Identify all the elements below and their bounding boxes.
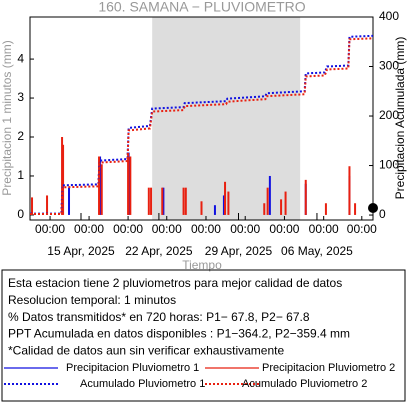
x-tick-label: 00:00 bbox=[309, 222, 339, 236]
y2-tick-label: 200 bbox=[379, 108, 399, 122]
bar bbox=[268, 175, 271, 215]
bar bbox=[150, 187, 153, 215]
bar bbox=[184, 187, 187, 215]
y2-tick-label: 100 bbox=[379, 158, 399, 172]
cumulative-line bbox=[30, 37, 374, 216]
legend-label: Precipitacion Pluviometro 1 bbox=[66, 362, 199, 374]
info-box bbox=[1, 269, 406, 402]
bar bbox=[304, 179, 307, 215]
bar bbox=[222, 195, 225, 215]
bar bbox=[263, 203, 266, 215]
bar bbox=[62, 144, 65, 215]
bar bbox=[162, 187, 165, 215]
y2-axis-label: Precipitacion Acumulada (mm) bbox=[393, 37, 407, 200]
legend-label: Acumulado Pluviometro 2 bbox=[242, 378, 367, 390]
y-tick-label: 3 bbox=[17, 90, 24, 104]
bar bbox=[147, 187, 150, 215]
bar bbox=[61, 137, 64, 215]
bar bbox=[227, 191, 230, 215]
plot-frame bbox=[29, 16, 374, 221]
y-axis-label: Precipitacion 1 minutos (mm) bbox=[0, 40, 14, 195]
bar bbox=[280, 199, 283, 215]
bar bbox=[99, 156, 102, 215]
bar bbox=[100, 164, 103, 215]
y2-tick-label: 0 bbox=[379, 207, 386, 221]
x-tick-label: 00:00 bbox=[347, 222, 377, 236]
bar bbox=[324, 203, 327, 215]
x-tick-label: 00:00 bbox=[113, 222, 143, 236]
legend-label: Precipitacion Pluviometro 2 bbox=[262, 362, 395, 374]
y-tick-label: 0 bbox=[17, 207, 24, 221]
x-tick-label: 00:00 bbox=[74, 222, 104, 236]
y2-tick-label: 400 bbox=[379, 9, 399, 23]
x-axis-label: Tiempo bbox=[182, 258, 222, 272]
bar bbox=[129, 156, 132, 215]
bar bbox=[182, 187, 185, 215]
x-tick-label: 00:00 bbox=[191, 222, 221, 236]
bar bbox=[354, 203, 357, 215]
x-tick-label: 00:00 bbox=[230, 222, 260, 236]
x-tick-label: 00:00 bbox=[269, 222, 299, 236]
bar bbox=[224, 181, 227, 215]
y-tick-label: 4 bbox=[17, 51, 24, 65]
info-line: Resolucion temporal: 1 minutos bbox=[8, 293, 176, 307]
y2-tick-label: 300 bbox=[379, 59, 399, 73]
bar bbox=[98, 156, 101, 215]
bar bbox=[213, 205, 216, 215]
x-date-label: 06 May, 2025 bbox=[281, 244, 353, 258]
bar bbox=[284, 191, 287, 215]
chart-title: 160. SAMANA − PLUVIOMETRO bbox=[98, 0, 305, 15]
bar bbox=[348, 166, 351, 215]
bar bbox=[46, 195, 49, 215]
legend-label: Acumulado Pluviometro 1 bbox=[80, 378, 205, 390]
info-line: % Datos transmitidos* en 720 horas: P1− … bbox=[8, 310, 310, 324]
info-line: Esta estacion tiene 2 pluviometros para … bbox=[8, 276, 342, 290]
x-date-label: 22 Apr, 2025 bbox=[125, 244, 193, 258]
x-date-label: 15 Apr, 2025 bbox=[47, 244, 115, 258]
info-line: PPT Acumulada en datos disponibles : P1−… bbox=[8, 327, 350, 341]
x-date-label: 29 Apr, 2025 bbox=[205, 244, 273, 258]
y-tick-label: 2 bbox=[17, 129, 24, 143]
bar bbox=[161, 187, 164, 215]
y-tick-label: 1 bbox=[17, 168, 24, 182]
x-tick-label: 00:00 bbox=[152, 222, 182, 236]
bar bbox=[266, 187, 269, 215]
shaded-span bbox=[152, 17, 301, 220]
cumulative-line bbox=[30, 34, 374, 215]
bar bbox=[200, 201, 203, 215]
bar bbox=[127, 152, 130, 215]
info-line: *Calidad de datos aun sin verificar exha… bbox=[8, 343, 284, 357]
x-tick-label: 00:00 bbox=[35, 222, 65, 236]
bar bbox=[68, 187, 71, 215]
bar bbox=[31, 197, 34, 215]
